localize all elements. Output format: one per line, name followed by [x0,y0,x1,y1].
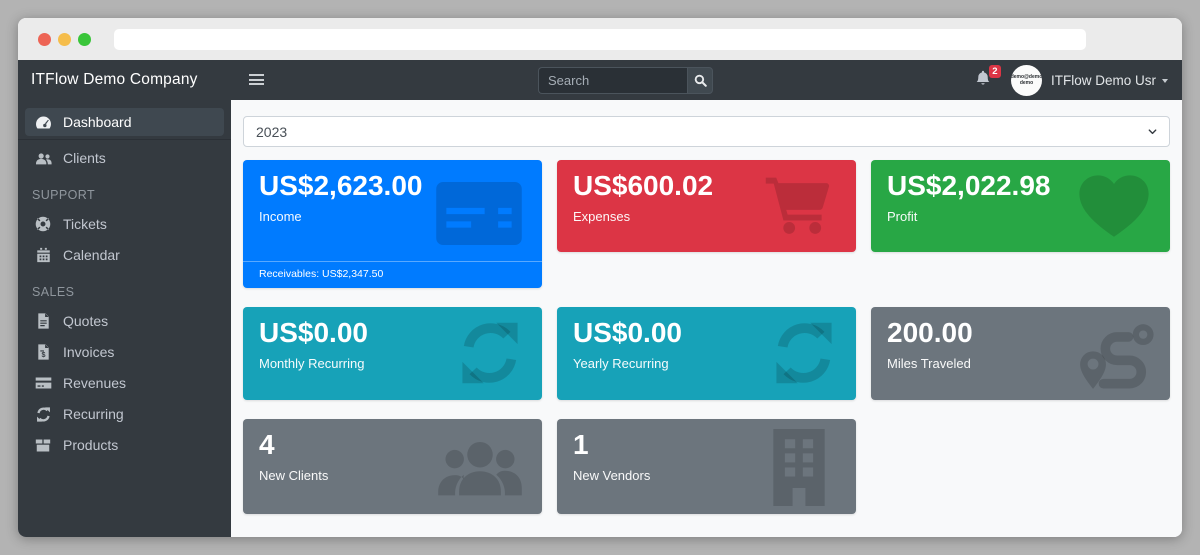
search-button[interactable] [687,67,713,94]
app-shell: ITFlow Demo Company Dashboard Clients SU… [18,60,1182,537]
sidebar-item-revenues[interactable]: Revenues [25,369,224,397]
browser-titlebar [18,18,1182,60]
main-area: 2 demo@demo demo ITFlow Demo Usr 2023 [231,60,1182,537]
credit-card-icon [33,376,53,390]
search-input[interactable] [538,67,687,94]
stat-footer: Receivables: US$2,347.50 [243,261,542,288]
year-select-wrap: 2023 [243,116,1170,147]
sidebar-item-clients[interactable]: Clients [25,144,224,172]
stat-label: Miles Traveled [887,356,971,372]
browser-window: ITFlow Demo Company Dashboard Clients SU… [18,18,1182,537]
stat-label: New Vendors [573,468,651,484]
stat-card-income: US$2,623.00 Income Receivables: US$2,347… [243,160,542,288]
stat-label: Monthly Recurring [259,356,365,372]
stat-card-new-vendors: 1 New Vendors [557,419,856,514]
stat-card-miles-traveled: 200.00 Miles Traveled [871,307,1170,400]
shopping-cart-icon [764,175,830,234]
sidebar-item-products[interactable]: Products [25,431,224,459]
stat-value: US$2,623.00 [259,170,423,201]
sidebar-item-quotes[interactable]: Quotes [25,307,224,335]
caret-down-icon [1162,79,1168,83]
stat-label: Income [259,209,302,225]
year-select[interactable]: 2023 [243,116,1170,147]
sidebar-item-label: Revenues [63,375,127,391]
bell-icon [975,70,991,90]
life-ring-icon [33,216,53,232]
brand-company-name[interactable]: ITFlow Demo Company [31,71,198,88]
notification-badge: 2 [988,65,1001,79]
stat-label: Profit [887,209,918,225]
stat-card-yearly-recurring: US$0.00 Yearly Recurring [557,307,856,400]
credit-card-icon [436,182,522,245]
sidebar-item-label: Calendar [63,247,120,263]
svg-text:$: $ [41,350,45,359]
avatar-text-line1: demo@demo [1010,74,1042,80]
top-navbar: 2 demo@demo demo ITFlow Demo Usr [231,60,1182,100]
sync-icon [772,321,836,385]
route-icon [1074,320,1158,391]
search-form [538,67,713,94]
sidebar-item-label: Dashboard [63,114,132,130]
menu-toggle-button[interactable] [249,74,264,88]
sidebar-item-label: Quotes [63,313,109,329]
sidebar-item-invoices[interactable]: $ Invoices [25,338,224,366]
sidebar: ITFlow Demo Company Dashboard Clients SU… [18,60,231,537]
stat-card-profit: US$2,022.98 Profit [871,160,1170,252]
stat-label: Expenses [573,209,631,225]
sidebar-section-sales: SALES [32,285,75,299]
sidebar-item-recurring[interactable]: Recurring [25,400,224,428]
stat-card-monthly-recurring: US$0.00 Monthly Recurring [243,307,542,400]
window-close-button[interactable] [38,32,51,46]
search-icon [694,74,707,87]
window-zoom-button[interactable] [78,32,91,46]
avatar-text-line2: demo [1019,80,1034,86]
stat-label: New Clients [259,468,329,484]
sidebar-item-label: Tickets [63,216,107,232]
heart-icon [1076,172,1152,239]
address-bar[interactable] [114,28,1086,50]
stat-value: US$600.02 [573,170,714,201]
sidebar-item-calendar[interactable]: Calendar [25,241,224,269]
stat-card-new-clients: 4 New Clients [243,419,542,514]
sidebar-item-tickets[interactable]: Tickets [25,210,224,238]
user-name: ITFlow Demo Usr [1050,72,1156,88]
sidebar-item-label: Invoices [63,344,115,360]
stat-value: 200.00 [887,317,973,348]
avatar[interactable]: demo@demo demo [1010,64,1042,96]
stat-label: Yearly Recurring [573,356,669,372]
stat-value: US$0.00 [573,317,682,348]
window-minimize-button[interactable] [58,32,71,46]
stat-value: US$2,022.98 [887,170,1051,201]
stats-grid: US$2,623.00 Income Receivables: US$2,347… [243,160,1170,514]
sidebar-item-dashboard[interactable]: Dashboard [25,108,224,136]
sidebar-divider [18,139,231,140]
sync-icon [33,406,53,422]
sidebar-item-label: Products [63,437,119,453]
sync-icon [458,321,522,385]
dashboard-content: 2023 US$2,623.00 Income Receivables: US$… [231,100,1182,537]
navbar-right: 2 demo@demo demo ITFlow Demo Usr [975,60,1168,100]
users-icon [33,151,53,166]
stat-value: 4 [259,429,275,460]
stat-value: US$0.00 [259,317,368,348]
user-menu[interactable]: ITFlow Demo Usr [1051,73,1168,88]
calendar-icon [33,247,53,263]
file-lines-icon [33,313,53,329]
sidebar-item-label: Clients [63,150,106,166]
gauge-icon [33,114,53,131]
stat-card-expenses: US$600.02 Expenses [557,160,856,252]
sidebar-nav: Dashboard Clients SUPPORT Tickets [18,100,231,459]
users-group-icon [436,436,524,502]
boxes-icon [33,438,53,453]
sidebar-item-label: Recurring [63,406,124,422]
sidebar-section-support: SUPPORT [32,188,95,202]
notifications-button[interactable]: 2 [975,65,1001,91]
building-icon [768,429,830,506]
file-invoice-dollar-icon: $ [33,344,53,360]
stat-value: 1 [573,429,589,460]
